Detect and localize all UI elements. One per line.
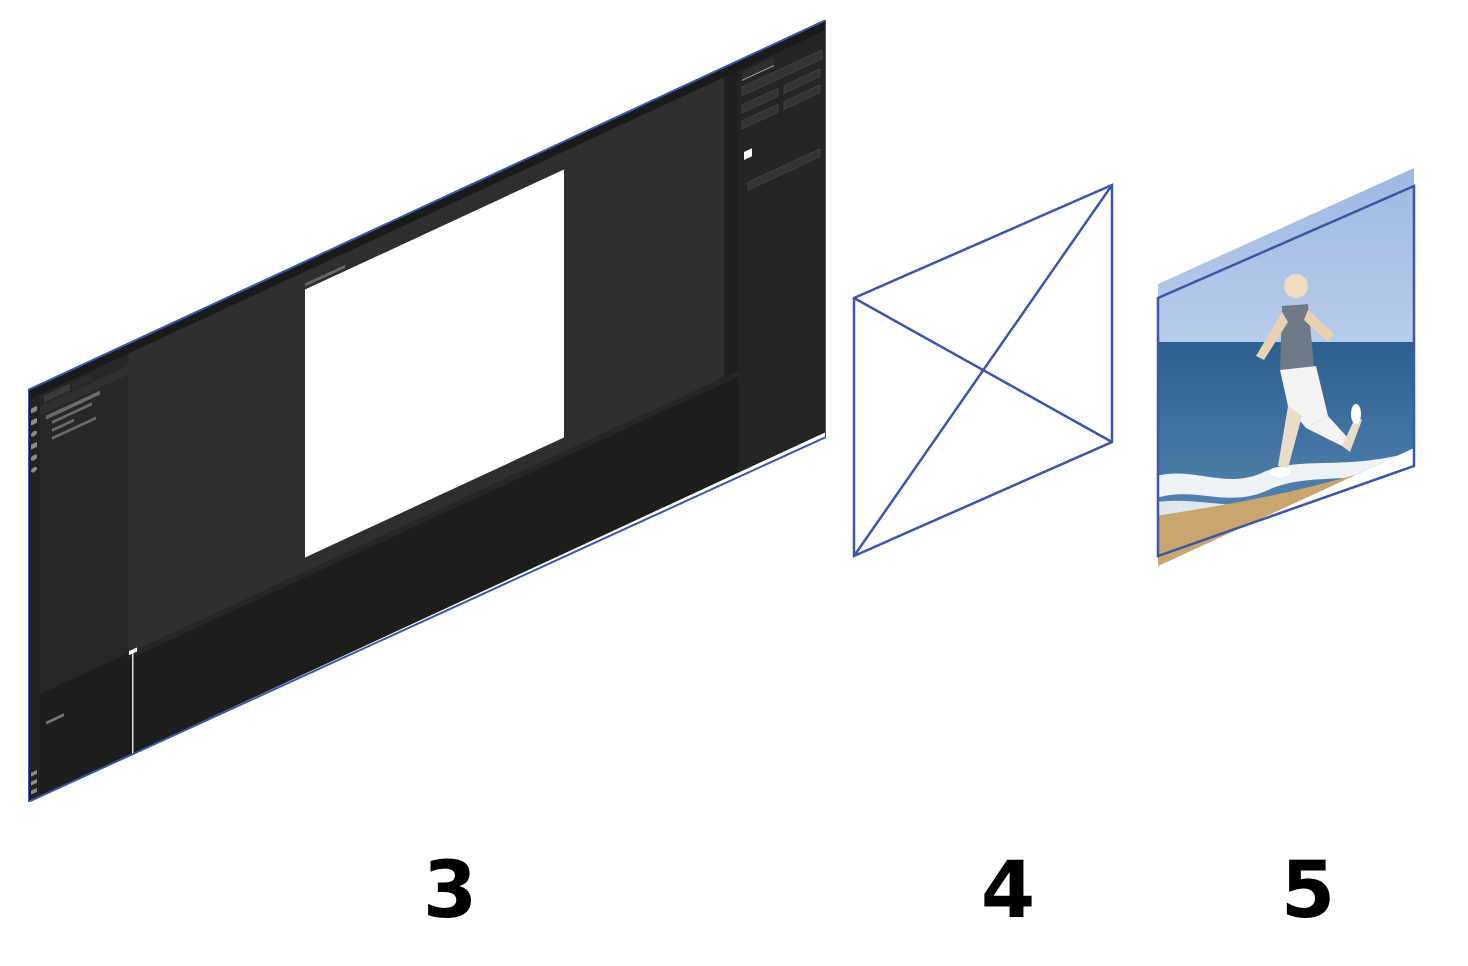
artboard[interactable] <box>305 169 564 558</box>
zoom-icon[interactable] <box>31 466 37 474</box>
properties-tab-design[interactable] <box>742 57 774 80</box>
tool-strip <box>28 394 40 802</box>
text-icon[interactable] <box>31 441 37 450</box>
panel-number-5: 5 <box>1280 846 1336 936</box>
shape-icon[interactable] <box>31 430 37 438</box>
timeline-layer-label <box>46 713 64 725</box>
layers-header <box>40 365 128 416</box>
select-icon[interactable] <box>31 406 37 414</box>
artboard-label <box>305 265 345 287</box>
properties-tab-underline <box>742 65 774 81</box>
app-window-layer <box>28 20 826 802</box>
y-field[interactable] <box>783 84 821 110</box>
placeholder-diagonal <box>852 184 1114 557</box>
layers-tab[interactable] <box>72 373 92 390</box>
height-field[interactable] <box>783 68 821 94</box>
panel-number-3: 3 <box>422 846 478 936</box>
fill-swatch[interactable] <box>744 148 752 160</box>
user-icon[interactable] <box>31 787 37 795</box>
playhead[interactable] <box>132 651 134 754</box>
image-placeholder-layer <box>852 183 1114 558</box>
layer-row[interactable] <box>46 390 100 420</box>
playhead-handle[interactable] <box>129 647 137 656</box>
photo-layer <box>1156 168 1416 566</box>
layers-panel <box>40 353 128 695</box>
dropdown-field[interactable] <box>741 49 823 97</box>
layer-row[interactable] <box>52 416 96 440</box>
panel-number-4: 4 <box>980 846 1036 936</box>
photo-frame-outline <box>1156 184 1416 558</box>
x-field[interactable] <box>741 103 779 130</box>
frame-icon[interactable] <box>31 418 37 426</box>
layer-row[interactable] <box>52 402 92 424</box>
title-bar <box>28 20 826 400</box>
export-button[interactable] <box>747 148 821 191</box>
layers-tab-active[interactable] <box>44 383 70 403</box>
runner <box>1256 274 1362 477</box>
app-window-outline <box>28 20 826 802</box>
properties-panel <box>738 29 826 473</box>
timeline-panel <box>40 370 738 797</box>
layer-row[interactable] <box>52 418 74 432</box>
timeline-ruler <box>128 370 738 660</box>
settings-icon[interactable] <box>31 769 37 777</box>
hand-icon[interactable] <box>31 454 37 462</box>
help-icon[interactable] <box>31 778 37 786</box>
width-field[interactable] <box>741 87 779 114</box>
